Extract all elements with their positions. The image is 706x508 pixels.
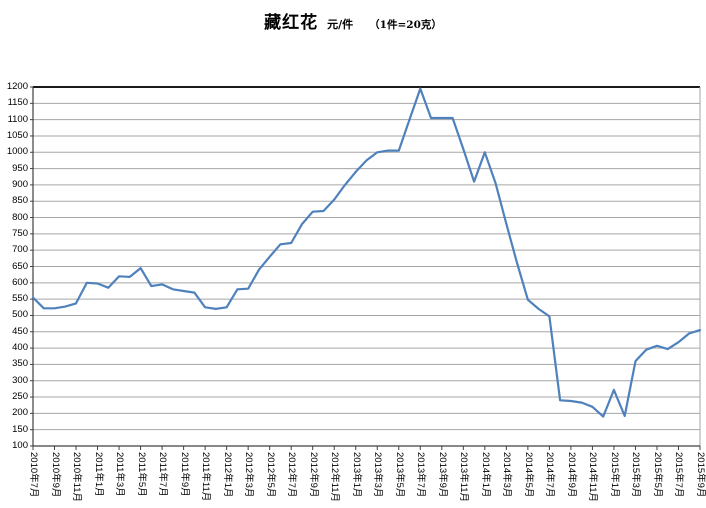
x-axis-label: 2014年11月	[587, 452, 599, 502]
x-axis-label: 2010年11月	[71, 452, 83, 502]
y-axis-label: 150	[12, 423, 28, 435]
y-axis-label: 900	[12, 178, 28, 190]
x-axis-label: 2014年5月	[522, 452, 534, 498]
y-axis-label: 1050	[6, 129, 28, 141]
y-axis-label: 600	[12, 276, 28, 288]
x-axis-label: 2014年9月	[565, 452, 577, 498]
price-line	[31, 87, 702, 418]
x-axis-label: 2015年3月	[630, 452, 642, 498]
x-axis-label: 2015年5月	[651, 452, 663, 498]
x-axis-label: 2012年5月	[264, 452, 276, 498]
x-axis-label: 2013年7月	[415, 452, 427, 498]
x-axis-label: 2012年9月	[307, 452, 319, 498]
x-axis-label: 2011年5月	[135, 452, 147, 497]
x-axis-label: 2015年7月	[673, 452, 685, 498]
y-axis-label: 400	[12, 342, 28, 354]
y-axis-label: 750	[12, 227, 28, 239]
y-axis-label: 850	[12, 195, 28, 207]
y-axis-label: 1150	[7, 97, 28, 109]
x-axis-label: 2014年3月	[501, 452, 513, 498]
y-axis-label: 200	[12, 407, 28, 419]
y-axis-label: 350	[12, 358, 28, 370]
x-axis-label: 2011年7月	[157, 452, 169, 497]
x-axis-label: 2010年7月	[28, 452, 39, 498]
y-axis-label: 550	[12, 293, 28, 305]
y-axis-label: 1100	[7, 113, 28, 125]
x-axis-label: 2014年1月	[479, 452, 491, 498]
y-axis-label: 250	[12, 391, 28, 403]
y-axis-label: 700	[12, 244, 28, 256]
y-axis-label: 950	[12, 162, 28, 174]
x-axis-label: 2011年9月	[178, 452, 190, 497]
x-axis-label: 2013年1月	[350, 452, 362, 498]
x-axis-label: 2013年3月	[372, 452, 384, 498]
chart-title: 藏红花	[264, 13, 319, 33]
x-axis-label: 2012年3月	[243, 452, 255, 498]
x-axis-label: 2012年7月	[286, 452, 298, 498]
y-axis-label: 650	[12, 260, 28, 272]
x-axis-label: 2013年9月	[436, 452, 448, 498]
x-axis-label: 2011年1月	[92, 452, 104, 497]
x-axis-label: 2011年3月	[114, 452, 126, 497]
chart-unit-label: 元/件	[327, 18, 354, 31]
x-axis-label: 2014年7月	[544, 452, 556, 498]
chart-spec-label: （1件=20克）	[369, 19, 442, 31]
y-axis-label: 1200	[6, 81, 28, 92]
x-axis-label: 2013年5月	[393, 452, 405, 498]
x-axis-label: 2010年9月	[49, 452, 61, 498]
y-axis-label: 1000	[6, 146, 28, 158]
y-axis-label: 300	[12, 374, 28, 386]
x-axis-label: 2012年11月	[329, 452, 341, 502]
y-axis-label: 800	[12, 211, 28, 223]
x-axis-label: 2012年1月	[221, 452, 233, 498]
x-axis-label: 2015年1月	[608, 452, 620, 498]
x-axis-label: 2011年11月	[200, 452, 212, 502]
x-axis-label: 2013年11月	[458, 452, 470, 502]
chart-title-row: 藏红花 元/件 （1件=20克）	[0, 8, 706, 33]
x-axis-label: 2015年9月	[695, 452, 706, 498]
y-axis-label: 450	[12, 325, 28, 337]
y-axis-label: 100	[12, 440, 28, 451]
y-axis-label: 500	[12, 309, 28, 321]
